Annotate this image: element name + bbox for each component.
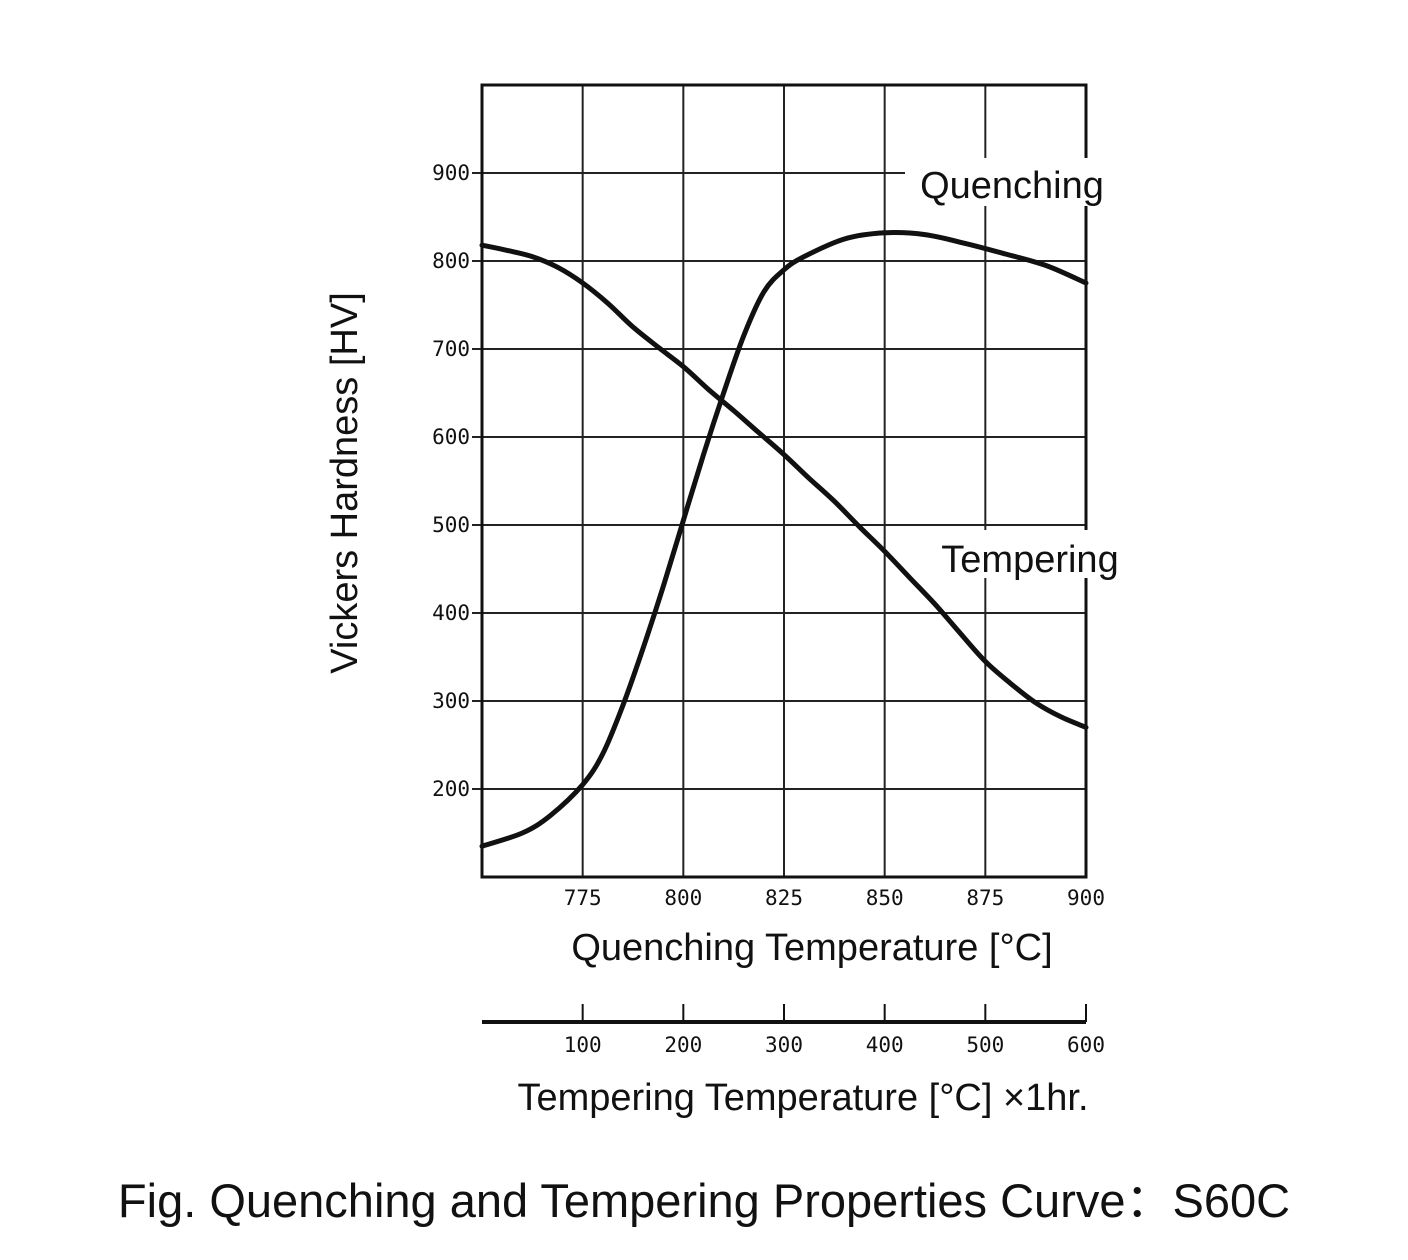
x2-tick-label-400: 400 — [866, 1033, 904, 1057]
x-tick-label-800: 800 — [664, 886, 702, 910]
axes — [472, 83, 1088, 1024]
x2-tick-label-600: 600 — [1067, 1033, 1105, 1057]
y-axis-label: Vickers Hardness [HV] — [324, 292, 366, 674]
x2-tick-label-500: 500 — [966, 1033, 1004, 1057]
y-tick-label-300: 300 — [432, 689, 470, 713]
x-axis-label: Quenching Temperature [°C] — [571, 927, 1052, 969]
y-tick-label-200: 200 — [432, 777, 470, 801]
x2-tick-label-200: 200 — [664, 1033, 702, 1057]
y-tick-label-400: 400 — [432, 601, 470, 625]
y-tick-label-500: 500 — [432, 513, 470, 537]
series-label-quenching: Quenching — [920, 165, 1104, 207]
tick-labels: 200 300 400 500 600 700 800 900 775 800 825 850 875 9… — [432, 161, 1105, 1057]
label-backing-quenching — [905, 158, 1120, 206]
figure-caption: Fig. Quenching and Tempering Properties … — [117, 1174, 1291, 1227]
y-tick-label-600: 600 — [432, 425, 470, 449]
label-backing-tempering — [922, 530, 1138, 578]
x-tick-label-775: 775 — [564, 886, 602, 910]
x-tick-label-850: 850 — [866, 886, 904, 910]
series-line-quenching — [479, 230, 1089, 849]
y-tick-label-700: 700 — [432, 337, 470, 361]
plot-frame — [480, 83, 1088, 879]
x2-tick-label-300: 300 — [765, 1033, 803, 1057]
x2-axis-label: Tempering Temperature [°C] ×1hr. — [517, 1077, 1088, 1119]
series-label-tempering: Tempering — [941, 539, 1118, 581]
y-tick-label-800: 800 — [432, 249, 470, 273]
x-tick-label-875: 875 — [966, 886, 1004, 910]
series-line-tempering — [479, 242, 1089, 730]
series-layer — [479, 158, 1138, 849]
x-tick-label-900: 900 — [1067, 886, 1105, 910]
x-tick-label-825: 825 — [765, 886, 803, 910]
x2-tick-label-100: 100 — [564, 1033, 602, 1057]
y-tick-label-900: 900 — [432, 161, 470, 185]
